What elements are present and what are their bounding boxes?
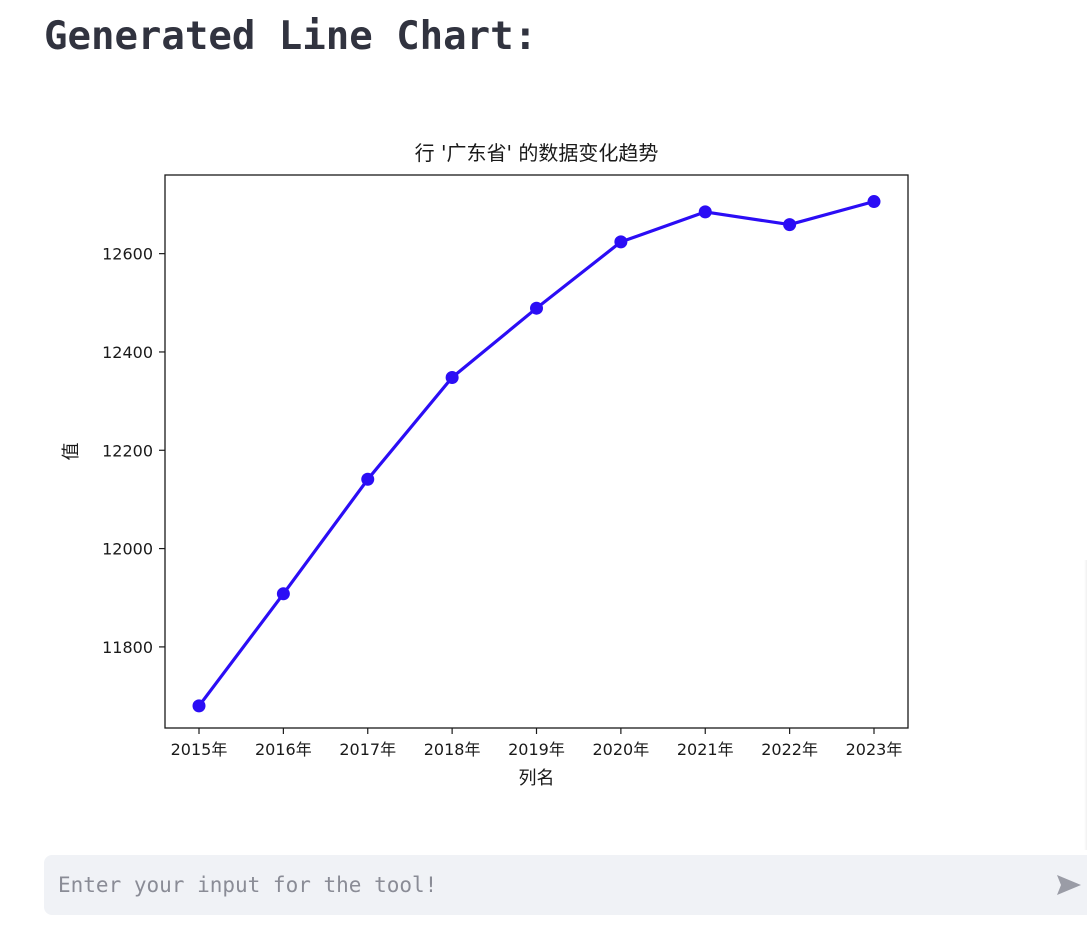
- data-markers: [192, 195, 881, 713]
- data-point-marker: [445, 371, 459, 385]
- plot-area-frame: [164, 174, 909, 729]
- x-axis-label: 列名: [519, 768, 555, 789]
- data-point-marker: [614, 235, 628, 249]
- x-tick-label: 2016年: [255, 740, 312, 759]
- line-chart: 行 '广东省' 的数据变化趋势 11800 12000 12200 12400 1260…: [55, 125, 925, 805]
- y-axis-label: 值: [61, 443, 82, 461]
- x-axis-ticks: 2015年 2016年 2017年 2018年 2019年 2020年 2021年 2022年…: [171, 728, 903, 759]
- x-tick-label: 2021年: [677, 740, 734, 759]
- tool-input[interactable]: [58, 855, 1038, 915]
- scroll-edge-shadow: [1084, 560, 1087, 850]
- y-tick-label: 12400: [102, 343, 153, 362]
- data-point-marker: [698, 205, 712, 219]
- data-point-marker: [361, 472, 375, 486]
- x-tick-label: 2019年: [508, 740, 565, 759]
- y-axis-ticks: 11800 12000 12200 12400 12600: [102, 245, 165, 657]
- y-tick-label: 11800: [102, 638, 153, 657]
- send-arrow-icon: [1057, 875, 1081, 895]
- series-line: [197, 199, 876, 708]
- data-point-marker: [192, 699, 206, 713]
- x-tick-label: 2018年: [424, 740, 481, 759]
- chart-canvas: 行 '广东省' 的数据变化趋势 11800 12000 12200 12400 1260…: [61, 141, 909, 789]
- tool-input-bar: [44, 855, 1087, 915]
- x-tick-label: 2015年: [171, 740, 228, 759]
- x-tick-label: 2020年: [593, 740, 650, 759]
- send-button[interactable]: [1051, 869, 1087, 901]
- x-tick-label: 2017年: [339, 740, 396, 759]
- page-title: Generated Line Chart:: [44, 14, 538, 59]
- data-point-marker: [783, 218, 797, 232]
- data-point-marker: [276, 587, 290, 601]
- x-tick-label: 2022年: [761, 740, 818, 759]
- y-tick-label: 12200: [102, 441, 153, 460]
- data-point-marker: [530, 301, 543, 315]
- x-tick-label: 2023年: [846, 740, 903, 759]
- y-tick-label: 12600: [102, 245, 153, 264]
- chart-title: 行 '广东省' 的数据变化趋势: [415, 141, 659, 165]
- y-tick-label: 12000: [102, 540, 153, 559]
- data-point-marker: [867, 195, 881, 209]
